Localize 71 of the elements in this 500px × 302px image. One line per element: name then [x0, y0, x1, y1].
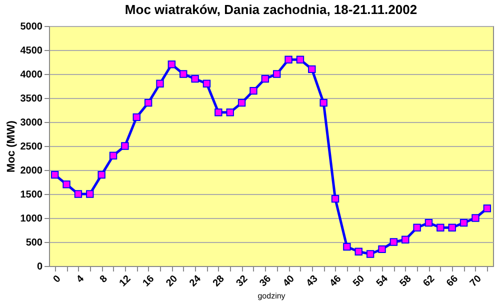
point — [156, 80, 164, 88]
point — [424, 218, 433, 227]
chart-title: Moc wiatraków, Dania zachodnia, 18-21.11.2002 — [124, 2, 418, 17]
x-tick-label: 62 — [421, 273, 438, 290]
point — [472, 214, 480, 222]
point — [413, 224, 421, 232]
x-tick-label: 46 — [328, 273, 344, 290]
point — [483, 204, 492, 212]
y-axis-title: Moc (MW) — [5, 120, 18, 172]
x-tick-label: 24 — [188, 273, 204, 290]
point — [86, 190, 94, 198]
point — [250, 86, 258, 95]
point — [354, 248, 362, 256]
x-tick-label: 40 — [281, 273, 298, 290]
y-tick-label: 500 — [26, 238, 43, 248]
point — [180, 70, 188, 78]
x-tick-label: 50 — [351, 273, 368, 290]
point — [132, 113, 140, 122]
point — [168, 60, 176, 68]
y-tick-label: 2000 — [20, 166, 43, 176]
x-tick-label: 43 — [304, 273, 320, 290]
point — [191, 74, 199, 83]
point — [74, 190, 82, 198]
x-tick-label: 36 — [258, 273, 274, 290]
x-tick-label: 0 — [51, 273, 64, 286]
point — [62, 180, 70, 188]
y-tick-label: 1500 — [20, 190, 43, 200]
y-tick-label: 4000 — [20, 70, 43, 80]
x-tick-label: 70 — [468, 273, 484, 290]
point — [308, 65, 316, 74]
y-tick-label: 5000 — [20, 22, 43, 32]
point — [390, 238, 398, 246]
x-tick-label: 12 — [118, 273, 134, 290]
point — [109, 152, 118, 160]
point — [202, 80, 211, 88]
point — [296, 56, 304, 64]
point — [272, 70, 281, 78]
point — [144, 98, 152, 107]
point — [50, 170, 59, 179]
x-tick-label: 66 — [444, 273, 461, 290]
y-tick-label: 3000 — [20, 118, 43, 128]
point — [402, 236, 410, 244]
point — [238, 98, 246, 107]
x-axis-title: godziny — [258, 291, 286, 300]
point — [98, 170, 106, 179]
x-tick-label: 54 — [374, 273, 391, 290]
point — [331, 194, 340, 203]
x-tick-label: 32 — [234, 273, 250, 290]
x-tick-label: 8 — [98, 273, 110, 286]
point — [261, 74, 270, 83]
point — [320, 98, 328, 107]
y-tick-label: 2500 — [20, 142, 43, 152]
point — [366, 250, 374, 258]
point — [436, 224, 444, 232]
point — [460, 218, 468, 227]
y-tick-label: 3500 — [20, 94, 43, 104]
x-tick-label: 16 — [140, 273, 157, 290]
y-tick-label: 4500 — [20, 46, 43, 56]
point — [121, 142, 129, 150]
point — [448, 224, 456, 232]
x-tick-label: 20 — [164, 273, 180, 290]
point — [378, 245, 386, 254]
x-tick-label: 4 — [74, 273, 87, 286]
y-tick-label: 0 — [36, 262, 43, 272]
y-tick-label: 1000 — [20, 214, 43, 224]
x-tick-label: 28 — [211, 273, 228, 290]
point — [226, 108, 234, 116]
point — [343, 242, 351, 251]
point — [214, 108, 222, 116]
x-tick-label: 58 — [398, 273, 414, 290]
point — [284, 56, 292, 64]
